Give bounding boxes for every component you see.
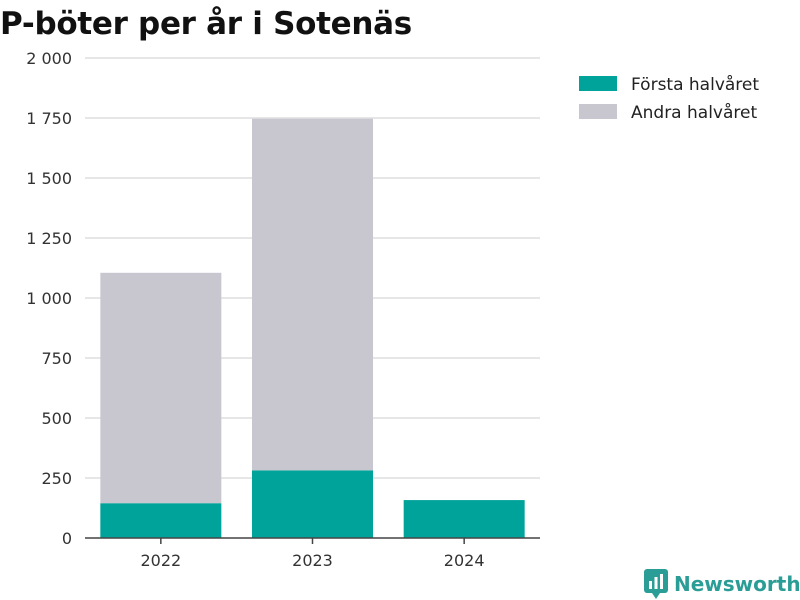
y-tick-label: 1 000: [26, 289, 72, 308]
bar-forsta-2024: [403, 500, 525, 538]
bar-andra-2023: [252, 118, 373, 471]
bars-layer: [100, 118, 525, 538]
y-tick-label: 1 250: [26, 229, 72, 248]
x-tick-label: 2024: [444, 551, 485, 570]
newsworthy-logo-icon: [644, 569, 668, 599]
legend-label: Andra halvåret: [631, 102, 757, 123]
y-tick-label: 1 500: [26, 169, 72, 188]
legend-swatch: [579, 104, 617, 119]
axis-layer: 0 250 500 750 1 000 1 250 1 500 1 750 2 000 2022 2…: [26, 49, 540, 570]
y-tick-label: 0: [62, 529, 72, 548]
y-tick-label: 250: [41, 469, 72, 488]
newsworthy-brand: Newsworthy: [644, 569, 800, 599]
x-tick-label: 2022: [140, 551, 181, 570]
y-tick-label: 750: [41, 349, 72, 368]
y-tick-label: 2 000: [26, 49, 72, 68]
legend-label: Första halvåret: [631, 74, 759, 95]
legend: Första halvåret Andra halvåret: [579, 74, 759, 123]
bar-andra-2022: [100, 272, 222, 504]
legend-swatch: [579, 76, 617, 91]
y-tick-label: 1 750: [26, 109, 72, 128]
brand-name: Newsworthy: [674, 572, 800, 596]
chart-title: P-böter per år i Sotenäs: [0, 6, 412, 42]
bar-forsta-2023: [252, 470, 373, 538]
bar-forsta-2022: [100, 503, 222, 538]
y-tick-label: 500: [41, 409, 72, 428]
x-tick-label: 2023: [292, 551, 333, 570]
